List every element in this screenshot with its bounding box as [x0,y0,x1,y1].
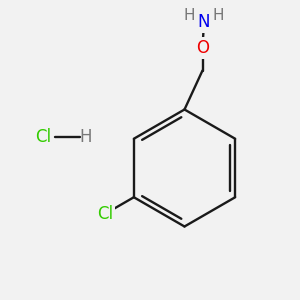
Text: H: H [213,8,224,22]
Text: Cl: Cl [97,205,113,223]
Text: H: H [79,128,92,146]
Text: O: O [196,39,209,57]
Text: N: N [198,13,210,31]
Text: Cl: Cl [35,128,52,146]
Text: H: H [184,8,195,22]
